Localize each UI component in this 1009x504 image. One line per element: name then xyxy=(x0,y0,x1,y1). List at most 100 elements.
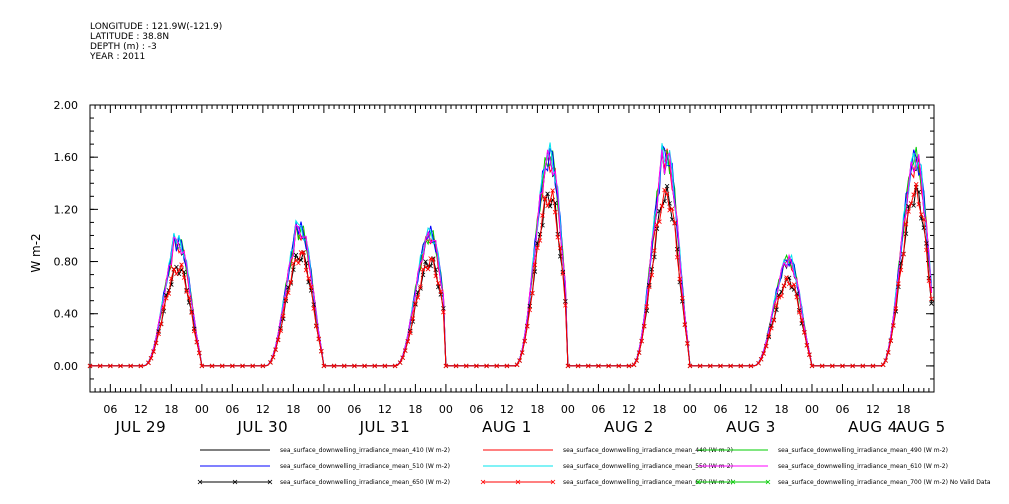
series-marker xyxy=(352,363,357,369)
series-marker xyxy=(809,363,815,369)
x-tick-label: 00 xyxy=(317,403,331,416)
series-marker xyxy=(550,188,555,193)
series-marker xyxy=(230,363,235,369)
x-tick-label: 06 xyxy=(469,403,483,416)
series-marker xyxy=(250,363,255,369)
x-tick-label: 00 xyxy=(439,403,453,416)
series-marker xyxy=(631,362,637,368)
series-marker xyxy=(542,195,548,200)
series-marker xyxy=(176,268,182,273)
series-marker xyxy=(311,306,316,311)
series-marker xyxy=(799,317,805,323)
series-marker xyxy=(240,363,245,369)
series-marker xyxy=(552,209,558,215)
series-marker xyxy=(97,363,103,369)
series-marker xyxy=(789,283,794,289)
series-marker xyxy=(273,347,278,352)
series-marker xyxy=(784,275,789,280)
x-tick-label: 06 xyxy=(591,403,605,416)
series-marker xyxy=(402,348,408,353)
x-tick-label: 00 xyxy=(561,403,575,416)
series-marker xyxy=(756,360,761,366)
legend-marker xyxy=(730,479,736,485)
x-tick-label: 18 xyxy=(774,403,788,416)
series-marker xyxy=(565,363,571,369)
series-marker xyxy=(667,207,672,213)
series-marker xyxy=(301,250,306,255)
y-tick-label: 0.80 xyxy=(54,256,79,269)
series-marker xyxy=(540,213,545,218)
legend-label: sea_surface_downwelling_irradiance_mean_… xyxy=(778,479,991,486)
series-marker xyxy=(433,273,439,279)
metadata-header: LONGITUDE : 121.9W(-121.9) LATITUDE : 38… xyxy=(90,22,222,62)
series-marker xyxy=(913,182,919,187)
series-marker xyxy=(169,276,174,281)
x-tick-label: 06 xyxy=(103,403,117,416)
series-marker xyxy=(423,264,428,270)
series-marker xyxy=(636,350,642,355)
series-marker xyxy=(680,295,685,301)
series-marker xyxy=(153,340,159,346)
series-marker xyxy=(118,363,123,369)
y-axis-label: W m-2 xyxy=(29,233,43,272)
series-marker xyxy=(921,217,927,222)
series-marker xyxy=(209,363,215,369)
series-marker xyxy=(903,221,909,227)
longitude-text: LONGITUDE : 121.9W(-121.9) xyxy=(90,22,223,32)
series-marker xyxy=(794,294,800,300)
series-marker xyxy=(191,328,197,334)
series-marker xyxy=(606,363,611,369)
series-marker xyxy=(423,259,428,264)
series-marker xyxy=(664,183,670,189)
series-marker xyxy=(303,267,309,273)
series-marker xyxy=(319,348,324,354)
series-marker xyxy=(880,362,886,368)
series-marker xyxy=(517,358,522,363)
x-day-label: JUL 31 xyxy=(359,418,411,436)
series-marker xyxy=(708,363,713,369)
series-marker xyxy=(408,330,413,336)
series-marker xyxy=(779,293,784,299)
series-marker xyxy=(392,363,398,369)
series-marker xyxy=(270,354,276,360)
series-marker xyxy=(410,316,416,321)
x-axis: 06 12 18 00 06 12 18 00 06 12 18 00 06 12 18 00 06 12 18 00… xyxy=(89,105,945,436)
x-tick-label: 18 xyxy=(286,403,300,416)
series-marker xyxy=(802,330,807,335)
x-tick-label: 06 xyxy=(225,403,239,416)
legend-marker xyxy=(267,479,273,485)
series-marker xyxy=(527,303,533,309)
series-marker xyxy=(280,313,286,319)
y-tick-label: 1.20 xyxy=(54,203,79,216)
series-marker xyxy=(156,331,161,337)
series-marker xyxy=(537,238,543,243)
series-marker xyxy=(524,323,530,329)
series-marker xyxy=(428,256,433,261)
series-marker xyxy=(748,363,754,369)
series-marker xyxy=(664,191,670,197)
series-marker xyxy=(769,325,774,331)
series-marker xyxy=(850,363,855,369)
series-marker xyxy=(669,206,675,212)
series-marker xyxy=(522,338,527,344)
series-marker xyxy=(687,363,693,369)
series-marker xyxy=(484,363,489,369)
series-marker xyxy=(415,295,421,300)
depth-text: DEPTH (m) : -3 xyxy=(90,42,157,52)
series-marker xyxy=(896,281,901,286)
x-tick-label: 12 xyxy=(744,403,758,416)
legend-label: sea_surface_downwelling_irradiance_mean_… xyxy=(778,447,948,454)
series-marker xyxy=(530,290,535,296)
series-marker xyxy=(901,251,906,257)
y-tick-label: 2.00 xyxy=(54,99,79,112)
x-tick-label: 00 xyxy=(805,403,819,416)
series-marker xyxy=(189,310,194,316)
series-marker xyxy=(219,363,225,369)
series-marker xyxy=(738,363,744,369)
series-marker xyxy=(148,355,154,361)
series-marker xyxy=(898,267,904,273)
series-marker xyxy=(443,363,449,369)
legend: sea_surface_downwelling_irradiance_mean_… xyxy=(197,447,991,486)
x-day-label: AUG 1 xyxy=(482,418,532,436)
